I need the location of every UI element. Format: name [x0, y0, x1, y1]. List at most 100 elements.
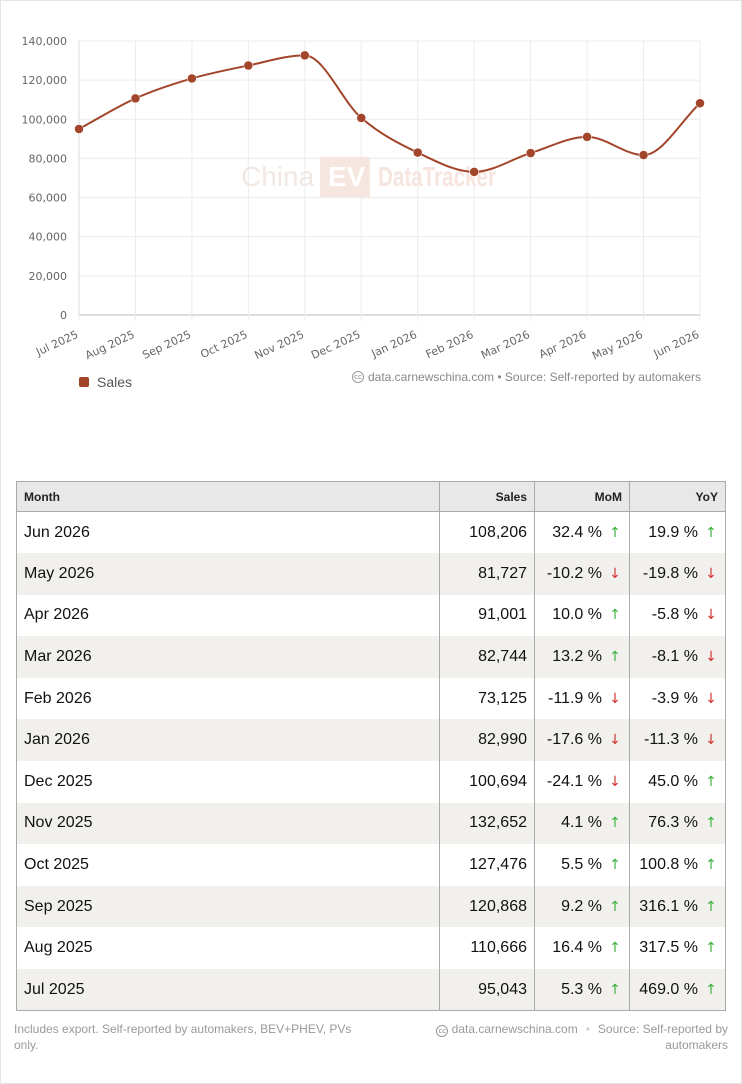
watermark-badge [320, 157, 370, 197]
table-row: Dec 2025 100,694 -24.1 % ↓ 45.0 % ↑ [17, 761, 726, 803]
table-row: Mar 2026 82,744 13.2 % ↑ -8.1 % ↓ [16, 636, 726, 678]
arrow-up-icon: ↑ [609, 981, 621, 998]
cell-mom: 5.3 % ↑ [534, 969, 630, 1011]
cell-month: Apr 2026 [17, 595, 440, 637]
cell-sales: 100,694 [439, 761, 535, 803]
cell-sales-value: 100,694 [469, 772, 527, 790]
cell-sales-value: 132,652 [469, 814, 527, 832]
cell-yoy: 100.8 % ↑ [629, 844, 726, 886]
table-row: Feb 2026 73,125 -11.9 % ↓ -3.9 % ↓ [17, 677, 726, 720]
cell-sales: 95,043 [439, 969, 535, 1011]
cell-month: Oct 2025 [17, 844, 440, 886]
arrow-down-icon: ↓ [705, 690, 717, 707]
arrow-down-icon: ↓ [609, 732, 621, 749]
y-tick-label: 40,000 [29, 231, 68, 244]
cell-yoy: 469.0 % ↑ [629, 969, 726, 1011]
arrow-up-icon: ↑ [705, 940, 717, 957]
x-tick-label: Jan 2026 [369, 328, 419, 361]
header-yoy[interactable]: YoY [629, 481, 726, 512]
cell-mom: -10.2 % ↓ [534, 553, 630, 595]
creative-commons-icon: cc [436, 1025, 449, 1037]
cell-yoy-value: -5.8 % [651, 606, 698, 624]
watermark-word-2: EV [328, 161, 366, 192]
data-point[interactable] [243, 60, 254, 71]
cell-yoy: -8.1 % ↓ [629, 636, 726, 678]
table-row: Jun 2026 108,206 32.4 % ↑ 19.9 % ↑ [17, 511, 726, 554]
data-point[interactable] [525, 148, 536, 158]
cell-month-value: Jan 2026 [24, 731, 90, 749]
data-point[interactable] [74, 124, 84, 134]
cell-mom-value: 13.2 % [552, 648, 602, 666]
arrow-up-icon: ↑ [609, 815, 621, 832]
table-row: Nov 2025 132,652 4.1 % ↑ 76.3 % ↑ [16, 802, 726, 845]
cell-mom: 5.5 % ↑ [534, 844, 630, 886]
cell-sales-value: 120,868 [469, 897, 527, 915]
cell-month: May 2026 [16, 553, 440, 595]
footnote: Includes export. Self-reported by automa… [14, 1022, 352, 1052]
arrow-up-icon: ↑ [609, 607, 621, 624]
x-tick-label: May 2026 [590, 328, 645, 363]
watermark-word-3: DataTracker [378, 161, 496, 192]
cell-yoy: -19.8 % ↓ [629, 553, 726, 595]
data-point[interactable] [582, 132, 592, 142]
y-tick-label: 120,000 [22, 74, 68, 87]
cell-mom-value: 4.1 % [561, 814, 602, 832]
footer-site[interactable]: data.carnewschina.com [451, 1022, 578, 1036]
cell-month-value: May 2026 [24, 564, 95, 582]
arrow-up-icon: ↑ [705, 524, 717, 541]
cell-mom-value: -24.1 % [546, 772, 602, 790]
cell-yoy-value: 19.9 % [648, 523, 698, 541]
header-month[interactable]: Month [16, 481, 440, 512]
table-row: Sep 2025 120,868 9.2 % ↑ 316.1 % ↑ [16, 885, 726, 928]
arrow-down-icon: ↓ [609, 773, 621, 790]
x-tick-label: Sep 2025 [140, 328, 193, 362]
table-row: Jan 2026 82,990 -17.6 % ↓ -11.3 % ↓ [16, 719, 726, 762]
arrow-down-icon: ↓ [705, 649, 717, 666]
chart-source-text: data.carnewschina.com • Source: Self-rep… [367, 370, 701, 384]
legend-label-sales: Sales [97, 374, 133, 390]
cell-sales: 108,206 [439, 511, 535, 554]
cell-month-value: Jun 2026 [24, 523, 90, 541]
x-tick-label: Dec 2025 [309, 328, 362, 362]
data-point[interactable] [356, 113, 367, 123]
data-point[interactable] [130, 93, 141, 104]
cell-sales-value: 108,206 [469, 523, 527, 541]
cell-mom: 32.4 % ↑ [534, 511, 630, 554]
y-tick-label: 60,000 [29, 192, 68, 205]
legend-swatch-sales [79, 377, 89, 387]
cell-month-value: Feb 2026 [24, 689, 92, 707]
cell-month-value: Mar 2026 [24, 648, 92, 666]
cell-sales: 81,727 [439, 553, 535, 595]
data-point[interactable] [412, 147, 423, 158]
x-tick-label: Feb 2026 [424, 328, 476, 361]
cell-mom-value: 16.4 % [552, 939, 602, 957]
sales-line-chart: China EV DataTracker 0 20,000 40,000 60,000 80… [22, 35, 705, 363]
data-point[interactable] [300, 50, 310, 61]
cell-mom-value: 10.0 % [552, 606, 602, 624]
cell-yoy: -5.8 % ↓ [629, 594, 726, 637]
cell-sales: 110,666 [439, 927, 535, 970]
sales-table: Month Sales MoM YoY Jun 2026 108,206 32.4 … [16, 481, 726, 1012]
cell-sales-value: 127,476 [469, 856, 527, 874]
cell-mom-value: 5.3 % [561, 980, 602, 998]
watermark-word-1: China [241, 161, 315, 192]
x-tick-label: Apr 2026 [537, 328, 588, 361]
data-point[interactable] [469, 167, 479, 177]
x-tick-label: Aug 2025 [83, 328, 137, 362]
separator-dot: • [585, 1022, 590, 1036]
cell-month: Sep 2025 [16, 885, 440, 928]
data-point[interactable] [187, 73, 197, 84]
cell-mom: -24.1 % ↓ [534, 761, 630, 803]
cell-month: Dec 2025 [17, 761, 440, 803]
chart-legend[interactable]: Sales [79, 374, 132, 390]
data-point[interactable] [695, 98, 705, 108]
header-sales[interactable]: Sales [439, 481, 535, 512]
header-mom[interactable]: MoM [534, 481, 630, 512]
cell-sales: 73,125 [439, 677, 535, 720]
arrow-up-icon: ↑ [705, 898, 717, 915]
cell-yoy: 45.0 % ↑ [629, 761, 726, 803]
cell-month-value: Dec 2025 [24, 772, 93, 790]
data-point[interactable] [638, 150, 649, 160]
cell-sales: 120,868 [439, 885, 535, 928]
cell-month: Jun 2026 [17, 512, 440, 554]
